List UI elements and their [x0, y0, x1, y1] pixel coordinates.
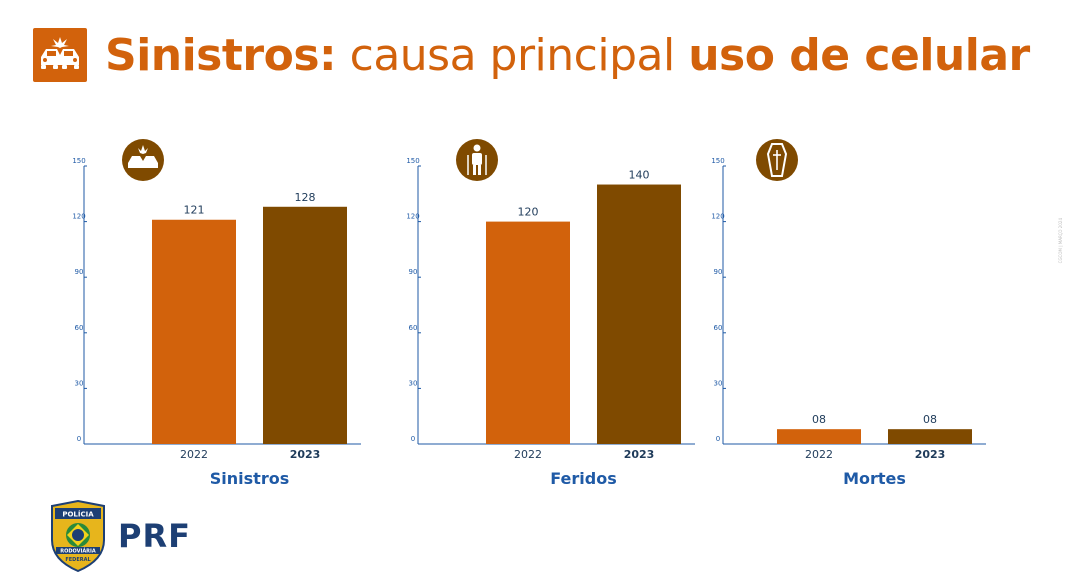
title-light-part: causa principal — [349, 29, 676, 81]
charts-area: 030609012015012120221282023Sinistros0306… — [72, 139, 986, 488]
y-tick-label: 0 — [77, 435, 81, 443]
y-tick-label: 0 — [411, 435, 415, 443]
value-label: 128 — [295, 191, 316, 204]
y-tick-label: 150 — [72, 157, 85, 165]
bar-2023 — [888, 429, 972, 444]
badge-bottom-text-2: FEDERAL — [65, 557, 91, 563]
category-label: 2022 — [514, 448, 542, 461]
prf-badge-icon: POLÍCIA RODOVIÁRIA FEDERAL — [51, 500, 105, 572]
y-tick-label: 150 — [406, 157, 419, 165]
car-crash-icon — [33, 28, 87, 82]
group-label: Sinistros — [210, 469, 289, 488]
category-label: 2023 — [624, 448, 655, 461]
category-label: 2023 — [915, 448, 946, 461]
header: Sinistros: causa principal uso de celula… — [33, 27, 1030, 83]
y-tick-label: 90 — [75, 268, 84, 276]
y-tick-label: 30 — [75, 379, 84, 387]
y-tick-label: 60 — [75, 324, 84, 332]
value-label: 08 — [923, 413, 937, 426]
badge-bottom-text-1: RODOVIÁRIA — [60, 548, 96, 555]
category-label: 2023 — [290, 448, 321, 461]
value-label: 120 — [518, 206, 539, 219]
group-label: Mortes — [843, 469, 906, 488]
group-label: Feridos — [550, 469, 616, 488]
category-label: 2022 — [805, 448, 833, 461]
bar-2023 — [263, 206, 347, 444]
chart-feridos: 0 30 60 90 120 150 120 2022 140 2023 Feridos — [406, 139, 695, 488]
y-tick-label: 120 — [711, 213, 724, 221]
bar-2022 — [486, 221, 570, 444]
injured-person-icon — [456, 139, 498, 181]
y-tick-label: 60 — [714, 324, 723, 332]
y-tick-label: 90 — [714, 268, 723, 276]
car-crash-icon — [122, 139, 164, 181]
title-bold-part-2: uso de celular — [688, 29, 1030, 81]
y-tick-label: 90 — [409, 268, 418, 276]
y-tick-label: 120 — [72, 213, 85, 221]
value-label: 140 — [629, 169, 650, 182]
footer: POLÍCIA RODOVIÁRIA FEDERAL PRF — [48, 500, 191, 572]
bar-2023 — [597, 184, 681, 445]
chart-mortes: 0 30 60 90 120 150 08 2022 08 2023 Mortes — [711, 139, 986, 488]
y-tick-label: 120 — [406, 213, 419, 221]
coffin-icon — [756, 139, 798, 181]
y-tick-label: 30 — [714, 379, 723, 387]
bar-2022 — [152, 219, 236, 444]
value-label: 08 — [812, 413, 826, 426]
y-tick-label: 30 — [409, 379, 418, 387]
y-tick-label: 60 — [409, 324, 418, 332]
y-tick-label: 150 — [711, 157, 724, 165]
value-label: 121 — [184, 204, 205, 217]
bar-2022 — [777, 429, 861, 444]
title-bold-part: Sinistros: — [105, 29, 337, 81]
page-title: Sinistros: causa principal uso de celula… — [105, 30, 1030, 81]
badge-top-text: POLÍCIA — [62, 510, 94, 519]
prf-logo-text: PRF — [118, 517, 191, 555]
category-label: 2022 — [180, 448, 208, 461]
side-note: CGCOM | MARÇO 2024 — [1058, 218, 1063, 264]
y-tick-label: 0 — [716, 435, 720, 443]
